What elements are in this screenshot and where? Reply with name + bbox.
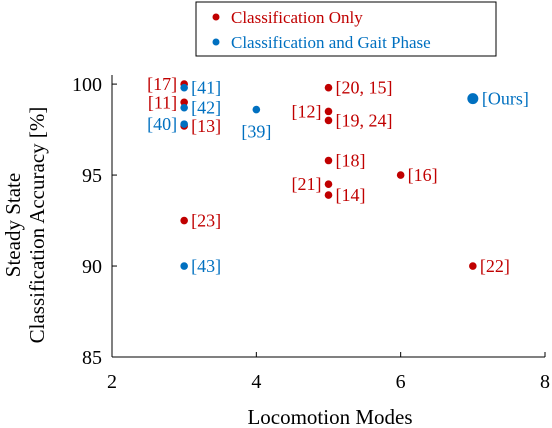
- legend-label-classification-only: Classification Only: [231, 8, 363, 27]
- legend-box: [195, 1, 497, 57]
- data-point-series-1: [324, 107, 333, 116]
- data-label: [20, 15]: [336, 78, 393, 98]
- data-label: [19, 24]: [336, 110, 393, 130]
- data-point-series-2: [180, 120, 188, 128]
- data-point-series-1: [180, 216, 188, 225]
- y-tick-label: 95: [82, 165, 102, 187]
- data-label: [40]: [147, 114, 177, 134]
- legend-label-classification-gait-phase: Classification and Gait Phase: [231, 33, 431, 52]
- data-label: [23]: [191, 211, 221, 231]
- data-point-series-2: [252, 105, 261, 114]
- data-label: [16]: [408, 165, 438, 185]
- data-label: [14]: [336, 185, 366, 205]
- data-point-series-1: [324, 191, 333, 199]
- data-point-series-1: [324, 180, 333, 188]
- y-tick-label: 100: [72, 74, 102, 96]
- data-label: [17]: [147, 74, 177, 94]
- data-point-series-2: [180, 83, 188, 92]
- data-point-series-1: [180, 98, 188, 107]
- data-point-series-1: [324, 156, 333, 165]
- data-label: [42]: [191, 98, 221, 118]
- data-label: [18]: [336, 151, 366, 171]
- data-label: [11]: [148, 92, 177, 112]
- x-tick-label: 2: [107, 371, 117, 393]
- data-point-series-1: [396, 171, 405, 179]
- data-point-series-1: [469, 262, 477, 270]
- y-tick-label: 85: [82, 347, 102, 369]
- legend-marker-classification-only: [212, 13, 220, 21]
- y-tick-label: 90: [82, 256, 102, 278]
- data-label: [12]: [292, 101, 322, 121]
- data-label: [39]: [241, 122, 271, 142]
- x-tick-label: 8: [540, 371, 550, 393]
- data-label: [41]: [191, 78, 221, 98]
- data-point-series-1: [324, 116, 333, 125]
- axes: 2 4 6 8 85 90 95 100: [72, 74, 550, 393]
- data-label: [13]: [191, 116, 221, 136]
- y-axis-title-line-2: Classification Accuracy [%]: [25, 107, 49, 344]
- x-axis-title: Locomotion Modes: [247, 405, 412, 428]
- data-point-series-1: [324, 83, 333, 92]
- data-point-series-2: [180, 262, 188, 270]
- data-label: [43]: [191, 256, 221, 276]
- data-label: [Ours]: [482, 89, 529, 109]
- data-point-series-2: [180, 103, 188, 112]
- legend: Classification Only Classification and G…: [195, 1, 497, 57]
- data-marks: [17][11] [13] [23] [20, 15] [12] [19, 24] [18]…: [147, 74, 529, 276]
- data-label: [22]: [480, 256, 510, 276]
- x-tick-label: 6: [396, 371, 406, 393]
- x-tick-label: 4: [251, 371, 261, 393]
- legend-marker-classification-gait-phase: [212, 38, 220, 46]
- y-axis-title-line-1: Steady State: [1, 173, 25, 277]
- axis-titles: Locomotion Modes Steady State Classifica…: [1, 107, 413, 428]
- data-point-series-2: [467, 93, 479, 105]
- data-label: [21]: [292, 174, 322, 194]
